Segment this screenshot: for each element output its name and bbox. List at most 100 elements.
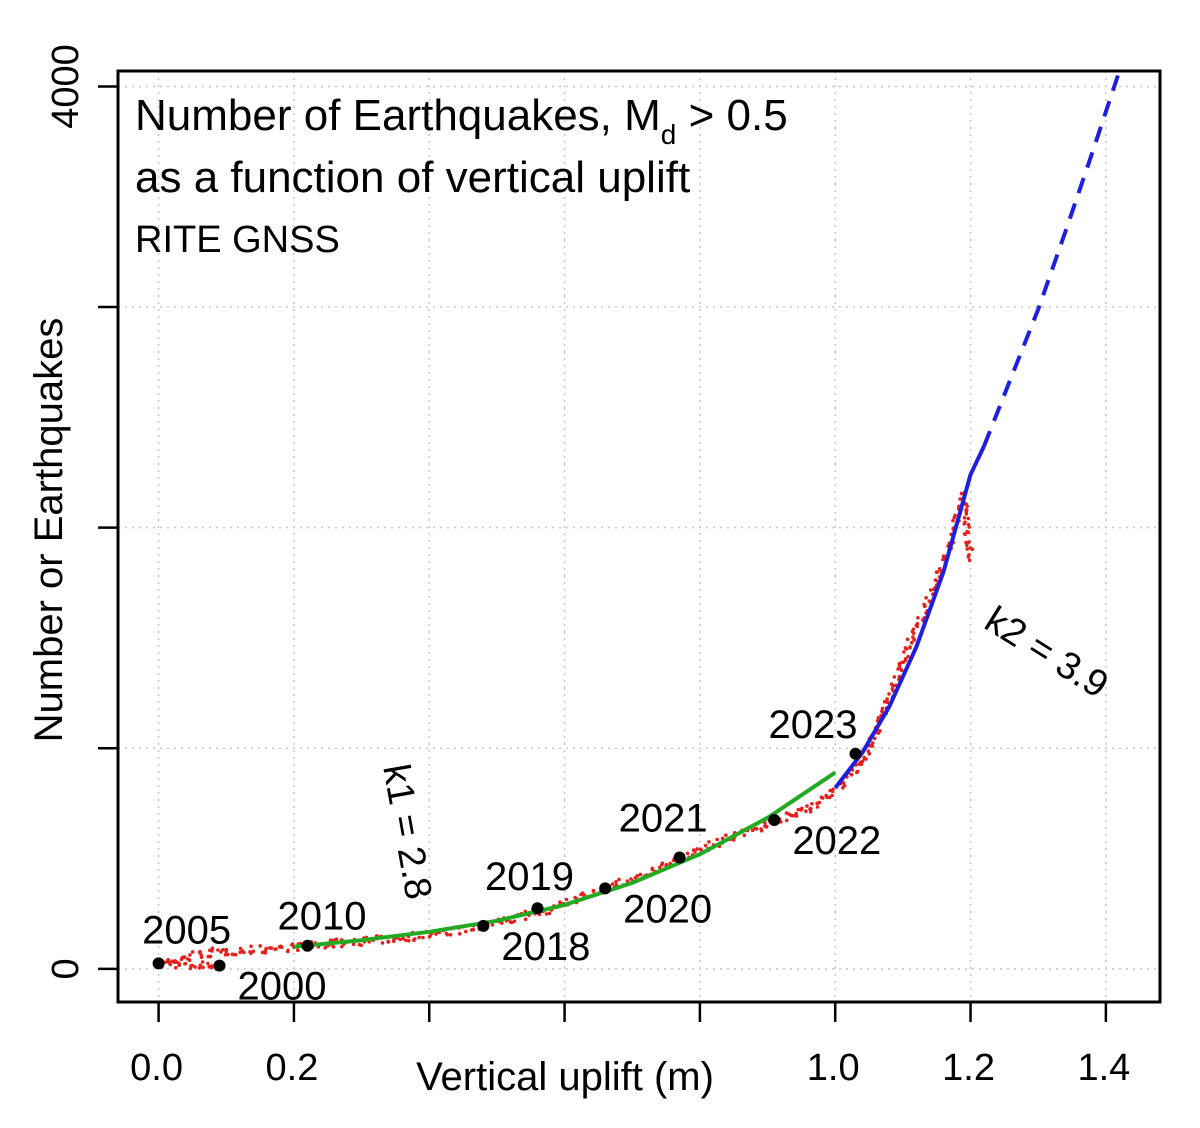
year-label-2019: 2019 <box>485 855 574 899</box>
observed-point <box>849 773 854 777</box>
observed-point <box>224 949 228 954</box>
observed-point <box>902 650 906 654</box>
observed-point <box>188 966 193 971</box>
observed-point <box>407 939 411 943</box>
fit-k2-label: k2 = 3.9 <box>977 599 1115 707</box>
observed-point <box>903 657 908 661</box>
observed-point <box>724 833 728 837</box>
observed-point <box>910 640 914 645</box>
observed-point <box>732 838 736 842</box>
observed-point <box>625 879 630 883</box>
observed-point <box>970 547 975 551</box>
observed-point <box>841 781 846 785</box>
observed-point <box>911 635 915 639</box>
y-tick-label-0: 0 <box>45 958 87 979</box>
observed-point <box>859 762 864 766</box>
observed-point <box>434 932 438 936</box>
observed-point <box>657 865 662 870</box>
observed-point <box>715 837 719 842</box>
observed-point <box>635 874 640 878</box>
observed-point <box>197 966 202 970</box>
observed-point <box>263 949 268 953</box>
observed-point <box>188 953 192 957</box>
observed-point <box>827 795 832 800</box>
observed-point <box>873 736 877 741</box>
y-tick-label-4: 4000 <box>45 44 87 129</box>
observed-point <box>911 627 916 632</box>
observed-point <box>810 802 814 806</box>
observed-point <box>941 554 946 558</box>
fit-line-k2 <box>833 445 986 790</box>
observed-point <box>650 866 655 871</box>
observed-point <box>937 567 942 571</box>
year-point-2021 <box>673 851 686 864</box>
observed-point <box>221 948 225 952</box>
observed-point <box>953 513 957 518</box>
observed-series <box>156 490 975 971</box>
observed-point <box>870 744 875 748</box>
observed-point <box>279 944 283 949</box>
observed-point <box>523 917 528 921</box>
observed-point <box>876 716 881 720</box>
observed-point <box>897 663 902 668</box>
observed-point <box>398 937 403 942</box>
chart-title-line2: as a function of vertical uplift <box>135 153 690 202</box>
observed-point <box>610 882 615 886</box>
observed-point <box>198 949 202 954</box>
observed-point <box>210 964 214 968</box>
observed-point <box>808 810 813 814</box>
observed-point <box>765 824 769 829</box>
observed-point <box>286 948 290 953</box>
observed-point <box>966 516 971 521</box>
observed-point <box>249 951 253 956</box>
observed-point <box>964 502 969 507</box>
observed-point <box>190 950 195 954</box>
observed-point <box>897 666 902 670</box>
observed-point <box>885 697 889 701</box>
chart-title-line1: Number of Earthquakes, Md > 0.5 <box>135 91 788 150</box>
observed-point <box>903 646 908 650</box>
observed-point <box>922 604 927 608</box>
plot-frame <box>116 69 1162 1004</box>
observed-point <box>695 847 699 851</box>
observed-point <box>796 807 801 812</box>
observed-point <box>564 897 569 902</box>
observed-point <box>855 769 860 774</box>
observed-point <box>334 937 339 941</box>
observed-point <box>351 942 356 947</box>
observed-point <box>906 654 910 659</box>
observed-point <box>703 843 708 848</box>
observed-point <box>967 540 971 544</box>
observed-point <box>830 789 835 794</box>
observed-point <box>547 911 552 916</box>
observed-point <box>457 932 462 936</box>
observed-point <box>177 963 182 967</box>
observed-point <box>558 900 562 904</box>
observed-point <box>268 946 272 950</box>
observed-point <box>182 955 187 959</box>
year-label-2010: 2010 <box>277 895 366 939</box>
extrapolation-line-k2 <box>982 71 1122 447</box>
year-point-2010 <box>301 939 314 952</box>
year-point-2020 <box>599 882 612 895</box>
observed-point <box>233 952 238 957</box>
observed-point <box>789 813 793 818</box>
observed-point <box>444 931 449 936</box>
observed-point <box>698 847 703 851</box>
observed-point <box>805 804 809 808</box>
observed-point <box>208 948 212 953</box>
observed-point <box>273 947 277 952</box>
observed-point <box>401 936 406 941</box>
observed-point <box>784 818 789 823</box>
observed-point <box>830 793 834 798</box>
observed-point <box>951 518 955 523</box>
observed-point <box>808 807 812 811</box>
observed-point <box>908 645 912 649</box>
observed-point <box>691 848 696 852</box>
observed-point <box>870 741 875 745</box>
observed-point <box>216 948 220 952</box>
observed-point <box>260 950 265 955</box>
observed-point <box>617 877 621 882</box>
observed-point <box>959 491 964 496</box>
